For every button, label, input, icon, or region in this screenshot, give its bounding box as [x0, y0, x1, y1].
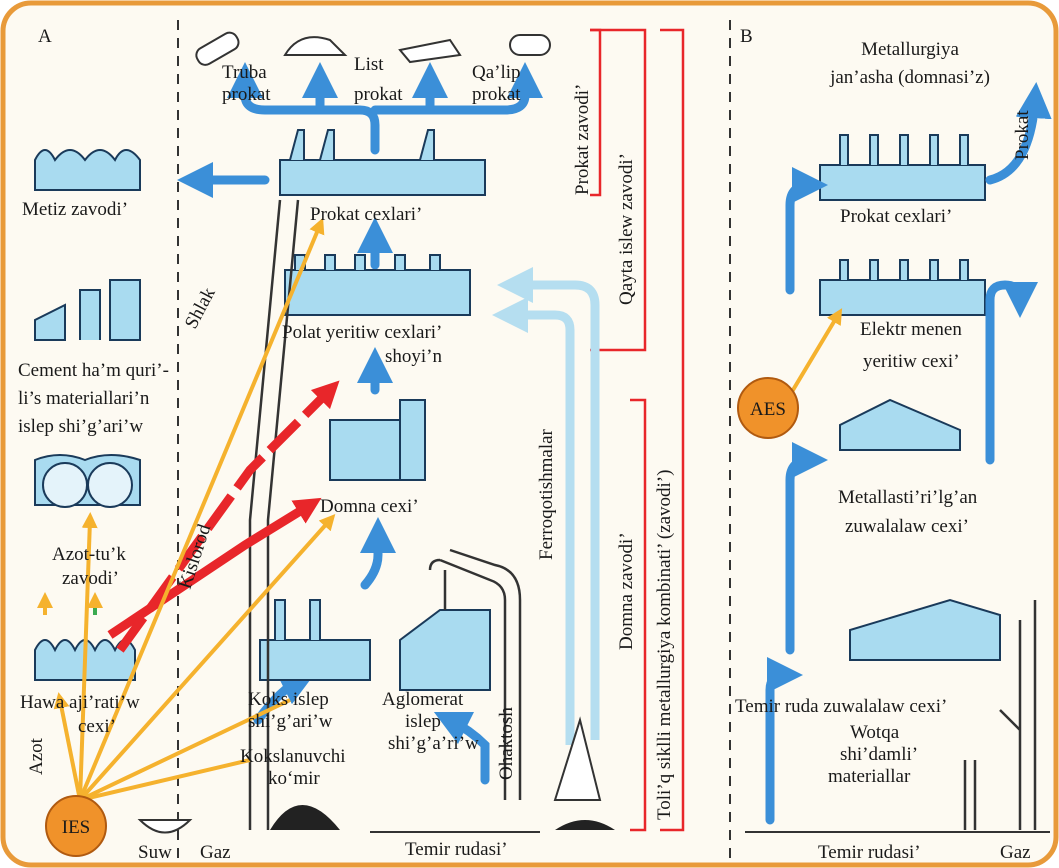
- label: Metallasti’ri’lg’an: [838, 487, 978, 508]
- label: Temir rudasi’: [818, 842, 921, 863]
- label: Wotqa: [850, 722, 900, 743]
- label: ko‘mir: [268, 768, 320, 789]
- label: Azot-tu’k: [52, 544, 126, 565]
- bracket-label: Qayta islew zavodi’: [616, 153, 637, 305]
- label: Gaz: [200, 842, 231, 863]
- label: Polat yeritiw cexlari’: [282, 322, 442, 343]
- label: yeritiw cexi’: [863, 351, 960, 372]
- label: zuwalalaw cexi’: [845, 516, 969, 537]
- label: Prokat cexlari’: [840, 206, 952, 227]
- label: Prokat cexlari’: [310, 204, 422, 225]
- label: shoyi’n: [385, 346, 443, 367]
- product: Truba: [222, 62, 267, 83]
- label: Domna cexi’: [320, 496, 419, 517]
- product: Qa’lip: [472, 62, 521, 83]
- label: Ohaktosh: [496, 707, 517, 780]
- title: jan’asha (domnasi’z): [829, 67, 990, 88]
- label: Ferroqotishmalar: [536, 428, 557, 560]
- label: li’s materiallari’n: [18, 388, 150, 409]
- label: materiallar: [828, 766, 911, 787]
- label: Gaz: [1000, 842, 1031, 863]
- label: shi’g’ari’w: [248, 711, 333, 732]
- label: Koks islep: [248, 689, 329, 710]
- label: Azot: [26, 737, 47, 775]
- label: shi’damli’: [840, 744, 918, 765]
- label: Temir rudasi’: [405, 839, 508, 860]
- label: cexi’: [78, 716, 116, 737]
- panel-label: B: [740, 26, 753, 47]
- label: Prokat: [1012, 110, 1033, 160]
- product: prokat: [222, 84, 271, 105]
- label: Hawa aji’rati’w: [20, 692, 140, 713]
- product: prokat: [354, 84, 403, 105]
- label: islep shi’g’ari’w: [18, 416, 143, 437]
- label: islep: [405, 711, 441, 732]
- label: Kokslanuvchi: [240, 746, 346, 767]
- bracket-label: Domna zavodi’: [616, 532, 637, 650]
- label: AES: [750, 399, 786, 420]
- product: prokat: [472, 84, 521, 105]
- texts: A Truba prokat List prokat Qa’lip prokat…: [18, 26, 1033, 863]
- title: Metallurgiya: [861, 39, 959, 60]
- panel-label: A: [38, 26, 52, 47]
- label: Aglomerat: [382, 689, 464, 710]
- label: Elektr menen: [860, 319, 962, 340]
- bracket-label: Toli’q siklli metallurgiya kombinati’ (z…: [654, 470, 675, 820]
- label: Suw: [138, 842, 172, 863]
- label: Temir ruda zuwalalaw cexi’: [735, 696, 947, 717]
- label: Metiz zavodi’: [22, 199, 128, 220]
- label: zavodi’: [62, 568, 119, 589]
- bracket-label: Prokat zavodi’: [572, 84, 593, 195]
- product: List: [354, 54, 384, 75]
- label: shi’g’a’ri’w: [388, 733, 479, 754]
- layout: [34, 20, 1052, 860]
- label: Cement ha’m quri’-: [18, 360, 169, 381]
- label: IES: [62, 817, 91, 838]
